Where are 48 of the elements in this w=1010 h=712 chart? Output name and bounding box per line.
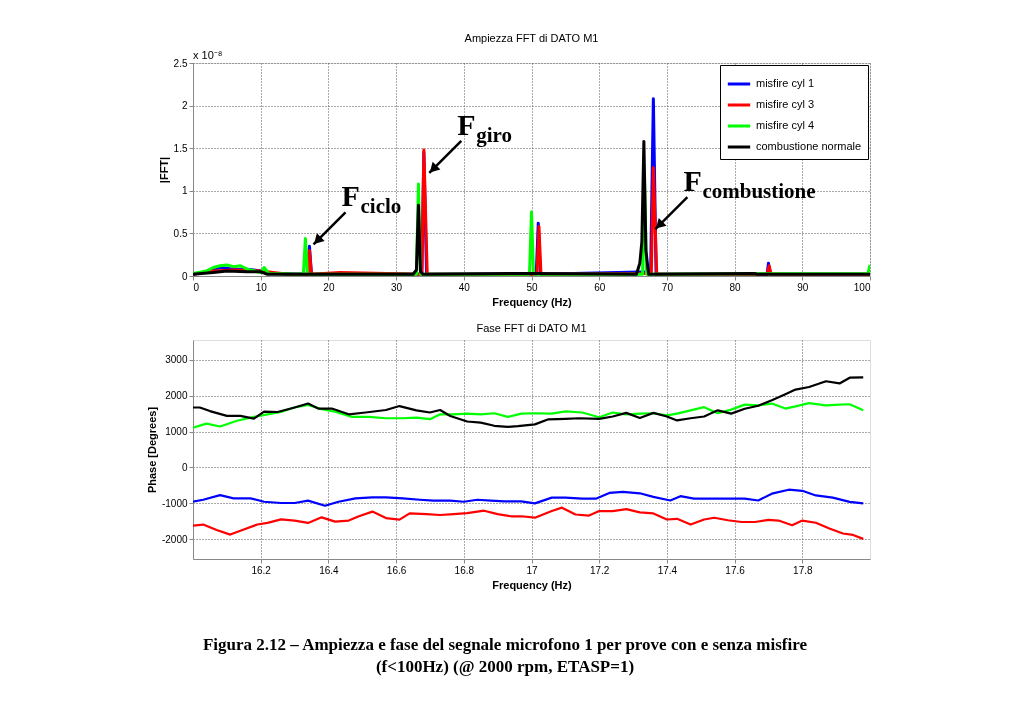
x-tick-label: 20: [323, 281, 335, 293]
line-series: [193, 488, 865, 507]
legend-label: combustione normale: [756, 140, 862, 152]
x-tick-label: 17.6: [725, 564, 746, 576]
y-axis-title: |FFT|: [157, 156, 170, 184]
x-tick-label: 40: [458, 281, 471, 293]
y-tick-label: 3000: [165, 354, 188, 366]
x-tick-label: 16.4: [319, 564, 340, 576]
x-axis-title: Frequency (Hz): [492, 295, 573, 308]
text: x 10⁻⁸: [193, 49, 223, 61]
y-tick-label: 1000: [165, 426, 188, 438]
x-tick-label: 16.2: [251, 564, 272, 576]
y-tick-label: 1: [181, 185, 188, 197]
x-tick-label: 16.8: [454, 564, 475, 576]
y-tick-label: -1000: [161, 497, 188, 509]
text: Figura 2.12 – Ampiezza e fase del segnale microfono 1 per prove con e senza misfire (f<100Hz) (@ 2000 rpm, ETASP=1): [202, 635, 808, 676]
y-tick-label: 0: [181, 461, 188, 473]
x-tick-label: 17.4: [657, 564, 678, 576]
legend-label: misfire cyl 4: [756, 119, 815, 131]
x-tick-label: 17.8: [793, 564, 813, 576]
line-series: [193, 376, 865, 428]
x-tick-label: 30: [391, 281, 403, 293]
x-tick-label: 60: [594, 281, 606, 293]
x-tick-label: 80: [729, 281, 742, 293]
line-series: [193, 402, 865, 429]
y-tick-label: 2000: [165, 390, 188, 402]
legend-label: misfire cyl 1: [756, 77, 815, 89]
line-series: [193, 506, 865, 540]
x-tick-label: 0: [193, 281, 200, 293]
x-tick-label: 100: [853, 281, 871, 293]
y-tick-label: -2000: [161, 533, 188, 545]
y-tick-label: 2: [181, 100, 188, 112]
x-tick-label: 17.2: [589, 564, 610, 576]
x-tick-label: 16.6: [386, 564, 407, 576]
y-tick-label: 0.5: [173, 227, 188, 239]
x-tick-label: 90: [797, 281, 809, 293]
chart-title: Fase FFT di DATO M1: [476, 322, 587, 334]
x-tick-label: 10: [255, 281, 268, 293]
x-tick-label: 50: [526, 281, 538, 293]
x-tick-label: 70: [661, 281, 674, 293]
x-tick-label: 17: [526, 564, 538, 576]
y-tick-label: 0: [181, 270, 188, 282]
x-axis-title: Frequency (Hz): [492, 578, 573, 591]
y-tick-label: 1.5: [173, 142, 188, 154]
y-axis-title: Phase [Degrees]: [145, 406, 158, 494]
chart-title: Ampiezza FFT di DATO M1: [464, 32, 599, 44]
y-tick-label: 2.5: [173, 57, 188, 69]
legend-label: misfire cyl 3: [756, 98, 815, 110]
